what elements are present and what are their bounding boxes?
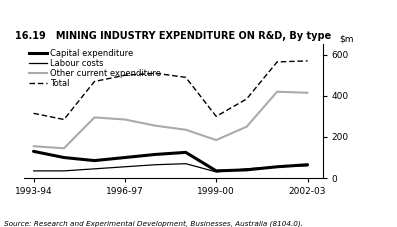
Legend: Capital expenditure, Labour costs, Other current expenditure, Total: Capital expenditure, Labour costs, Other… <box>29 49 161 88</box>
Title: 16.19   MINING INDUSTRY EXPENDITURE ON R&D, By type: 16.19 MINING INDUSTRY EXPENDITURE ON R&D… <box>15 31 332 41</box>
Text: $m: $m <box>339 34 354 43</box>
Text: Source: Research and Experimental Development, Businesses, Australia (8104.0).: Source: Research and Experimental Develo… <box>4 220 303 227</box>
